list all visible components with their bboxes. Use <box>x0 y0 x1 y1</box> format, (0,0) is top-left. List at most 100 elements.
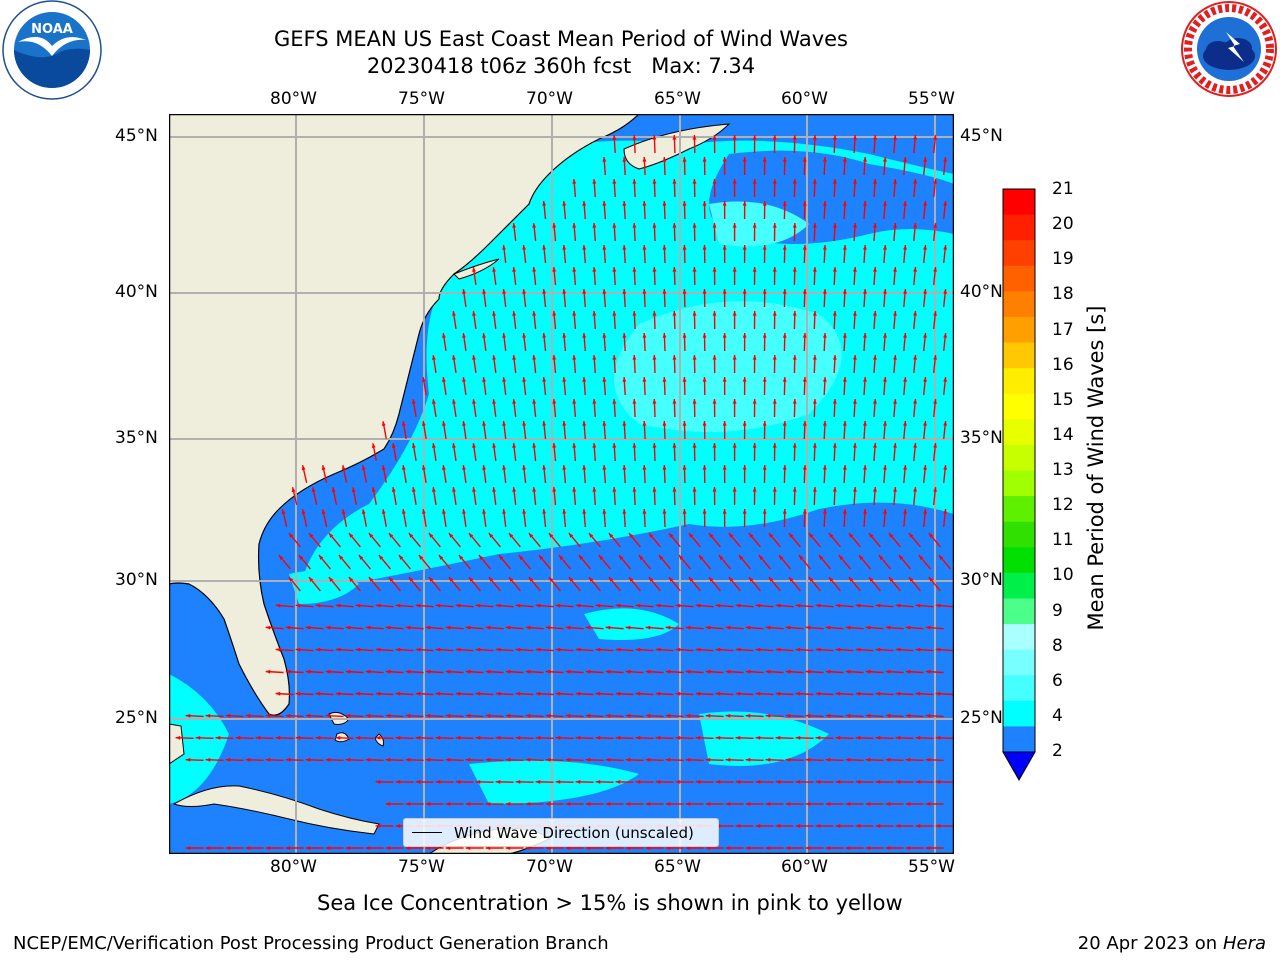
lat-label-left-30n: 30°N <box>115 570 158 590</box>
wind-wave-arrowhead <box>672 223 677 228</box>
wind-wave-arrowhead <box>943 377 948 382</box>
wind-wave-arrowhead <box>205 713 211 718</box>
wind-wave-arrowhead <box>705 669 711 674</box>
wind-wave-arrowhead <box>853 223 857 228</box>
wind-wave-arrowhead <box>712 355 717 360</box>
wind-wave-arrowhead <box>585 625 591 630</box>
wind-wave-arrowhead <box>225 757 231 762</box>
lon-label-top-55w: 55°W <box>908 89 955 109</box>
wind-wave-arrowhead <box>815 780 821 784</box>
wind-wave-arrowhead <box>535 780 541 784</box>
wind-wave-arrowhead <box>875 647 881 652</box>
wind-wave-arrowhead <box>585 846 591 850</box>
wind-wave-arrowhead <box>795 691 801 696</box>
wind-wave-arrowhead <box>265 757 271 762</box>
wind-wave-arrowhead <box>301 509 306 515</box>
wind-wave-arrowhead <box>605 713 611 718</box>
wind-wave-arrowhead <box>415 735 421 740</box>
wind-wave-arrowhead <box>388 533 394 538</box>
lat-label-right-45n: 45°N <box>960 126 1003 146</box>
wind-wave-arrowhead <box>702 245 707 250</box>
wind-wave-arrowhead <box>405 757 411 762</box>
wind-wave-arrowhead <box>425 713 431 718</box>
wind-wave-arrowhead <box>893 487 897 492</box>
wind-wave-arrowhead <box>331 487 336 493</box>
wind-wave-arrowhead <box>885 846 891 850</box>
wind-wave-arrowhead <box>755 735 761 740</box>
wind-wave-arrowhead <box>775 603 781 608</box>
wind-wave-arrowhead <box>622 245 627 250</box>
wind-wave-arrowhead <box>913 135 917 140</box>
wind-wave-arrowhead <box>865 669 871 674</box>
colorbar-label: Mean Period of Wind Waves [s] <box>1084 305 1108 631</box>
wind-wave-arrowhead <box>705 802 711 806</box>
wind-wave-arrowhead <box>335 691 341 696</box>
colorbar-tick-label: 18 <box>1052 284 1074 305</box>
wind-wave-arrowhead <box>825 713 831 718</box>
wind-wave-arrowhead <box>381 421 386 426</box>
wind-wave-arrowhead <box>588 577 594 582</box>
wind-wave-arrowhead <box>875 603 881 608</box>
noaa-logo: NOAA <box>2 0 102 100</box>
wind-wave-arrowhead <box>482 333 486 338</box>
wind-wave-arrowhead <box>735 647 741 652</box>
wind-wave-arrowhead <box>675 603 681 608</box>
wind-wave-arrowhead <box>772 487 777 492</box>
wind-wave-arrowhead <box>665 846 671 850</box>
wind-wave-arrowhead <box>472 487 476 492</box>
wind-wave-arrowhead <box>632 487 637 492</box>
wind-wave-arrowhead <box>715 603 721 608</box>
wind-wave-arrowhead <box>615 735 621 740</box>
wind-wave-arrowhead <box>425 757 431 762</box>
wind-wave-arrowhead <box>765 625 771 630</box>
wind-wave-arrowhead <box>388 577 394 582</box>
wind-wave-arrowhead <box>495 647 501 652</box>
wind-wave-arrowhead <box>505 625 511 630</box>
wind-wave-arrowhead <box>675 647 681 652</box>
wind-wave-arrowhead <box>735 603 741 608</box>
wind-wave-arrowhead <box>923 509 927 514</box>
wind-wave-arrowhead <box>592 267 597 272</box>
chart-title: GEFS MEAN US East Coast Mean Period of W… <box>274 27 848 51</box>
colorbar-cell <box>1003 496 1035 523</box>
lon-label-top-75w: 75°W <box>398 89 445 109</box>
wind-wave-arrowhead <box>632 223 637 228</box>
wind-wave-arrowhead <box>685 713 691 718</box>
wind-wave-arrowhead <box>845 713 851 718</box>
wind-wave-arrowhead <box>545 713 551 718</box>
wind-wave-arrowhead <box>762 157 767 162</box>
wind-wave-arrowhead <box>748 577 754 582</box>
wind-wave-arrowhead <box>762 201 767 206</box>
wind-wave-arrowhead <box>562 509 567 514</box>
wind-wave-arrowhead <box>832 355 837 360</box>
wind-wave-arrowhead <box>345 713 351 718</box>
wind-wave-arrowhead <box>672 179 677 184</box>
wind-wave-arrowhead <box>602 377 607 382</box>
wind-wave-arrowhead <box>345 669 351 674</box>
wind-wave-arrowhead <box>842 289 847 294</box>
wind-wave-arrowhead <box>622 201 627 206</box>
wind-wave-arrowhead <box>863 509 867 514</box>
wind-wave-arrowhead <box>812 135 817 140</box>
colorbar-cell <box>1003 624 1035 651</box>
wind-wave-arrowhead <box>943 421 948 426</box>
wind-wave-arrowhead <box>775 780 781 784</box>
wind-wave-arrowhead <box>935 735 941 740</box>
wind-wave-arrowhead <box>598 555 604 560</box>
wind-wave-arrowhead <box>505 757 511 762</box>
wind-wave-arrowhead <box>672 443 677 448</box>
wind-wave-arrowhead <box>802 377 807 382</box>
wind-wave-arrowhead <box>775 735 781 740</box>
wind-wave-arrowhead <box>682 421 687 426</box>
wind-wave-arrowhead <box>705 713 711 718</box>
wind-wave-arrowhead <box>478 555 484 560</box>
wind-wave-arrowhead <box>375 824 381 828</box>
wind-wave-arrowhead <box>855 603 861 608</box>
wind-wave-arrowhead <box>655 603 661 608</box>
wind-wave-arrowhead <box>532 487 537 492</box>
wind-wave-arrowhead <box>935 780 941 784</box>
wind-wave-arrowhead <box>913 443 917 448</box>
wind-wave-arrowhead <box>893 399 897 404</box>
wind-wave-arrowhead <box>625 669 631 674</box>
wind-wave-arrowhead <box>712 311 717 316</box>
